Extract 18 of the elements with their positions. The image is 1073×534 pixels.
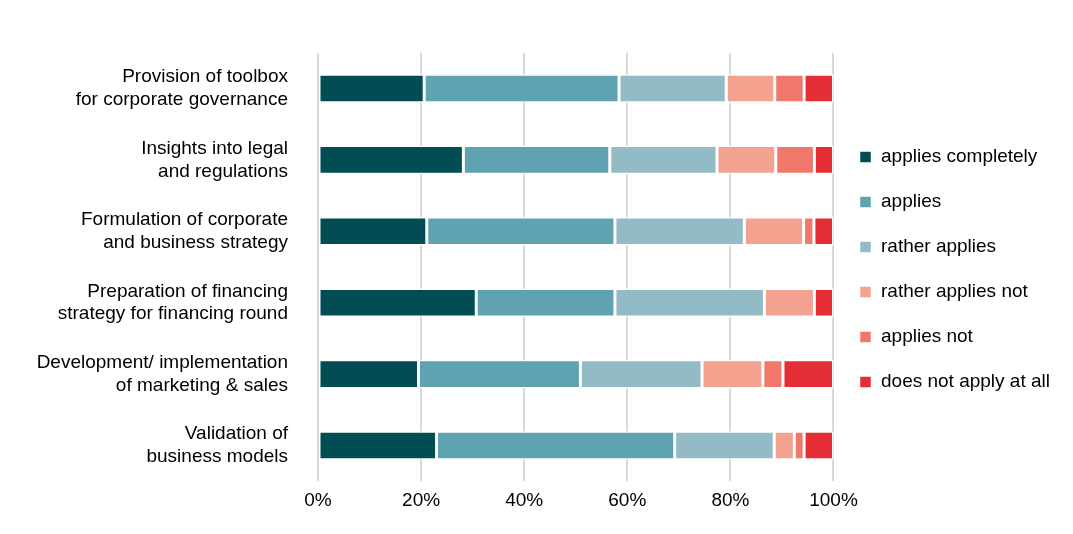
y-tick-label: Insights into legal and regulations [141, 136, 288, 181]
legend-label: applies not [880, 325, 974, 347]
x-tick-label: 0% [304, 488, 332, 510]
x-tick-label: 40% [505, 488, 544, 510]
x-tick-label: 20% [402, 488, 441, 510]
y-tick-label: Validation of business models [146, 422, 289, 467]
x-tick-label: 80% [711, 488, 750, 510]
y-tick-label: Formulation of corporate and business strategy [81, 208, 289, 252]
y-tick-label: Preparation of financing strategy for financing round [57, 279, 288, 324]
y-tick-label: Provision of toolbox for corporate governance [75, 65, 289, 110]
x-tick-label: 60% [608, 488, 647, 510]
y-tick-label: Development/ implementation of marketing & sales [36, 350, 288, 395]
legend-label: rather applies [880, 235, 997, 257]
legend-label: applies [880, 190, 942, 212]
legend-label: does not apply at all [880, 370, 1051, 392]
x-tick-label: 100% [809, 488, 858, 510]
legend-label: applies completely [880, 145, 1038, 167]
legend-label: rather applies not [880, 280, 1029, 302]
